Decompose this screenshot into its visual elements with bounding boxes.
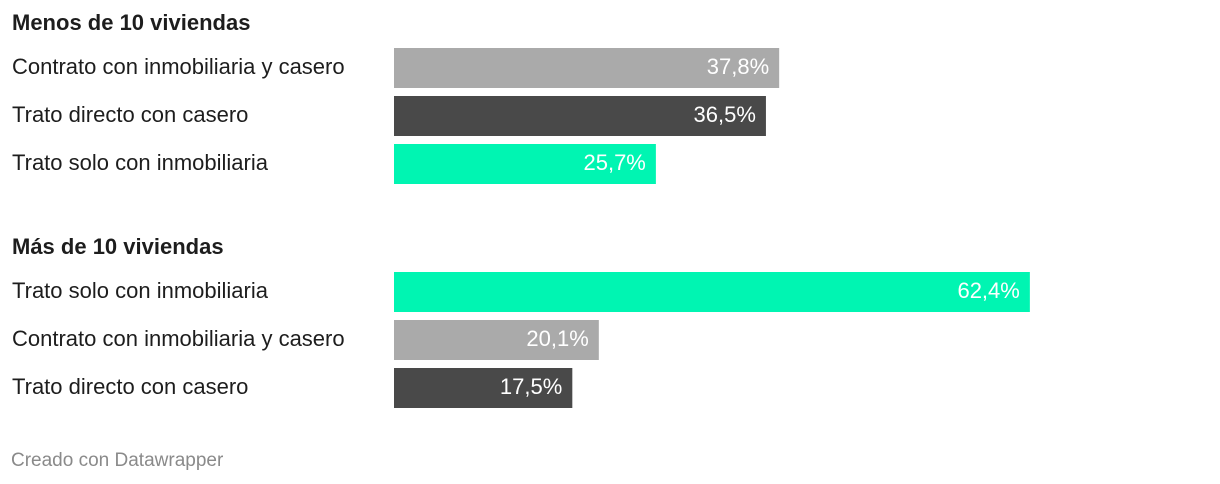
bar xyxy=(394,320,599,360)
bar xyxy=(394,48,780,88)
value-label: 62,4% xyxy=(957,278,1019,303)
bar xyxy=(394,272,1030,312)
category-label: Trato directo con casero xyxy=(12,374,248,399)
value-label: 20,1% xyxy=(526,326,588,351)
category-label: Contrato con inmobiliaria y casero xyxy=(12,326,345,351)
category-label: Trato solo con inmobiliaria xyxy=(12,150,269,175)
bar xyxy=(394,96,766,136)
value-label: 37,8% xyxy=(707,54,769,79)
bar xyxy=(394,368,573,408)
credit: Creado con Datawrapper xyxy=(11,450,224,471)
category-label: Trato solo con inmobiliaria xyxy=(12,278,269,303)
bar xyxy=(394,144,656,184)
value-label: 17,5% xyxy=(500,374,562,399)
value-label: 25,7% xyxy=(583,150,645,175)
category-label: Contrato con inmobiliaria y casero xyxy=(12,54,345,79)
category-label: Trato directo con casero xyxy=(12,102,248,127)
value-label: 36,5% xyxy=(694,102,756,127)
group-title: Menos de 10 viviendas xyxy=(12,10,250,35)
group-title: Más de 10 viviendas xyxy=(12,234,224,259)
